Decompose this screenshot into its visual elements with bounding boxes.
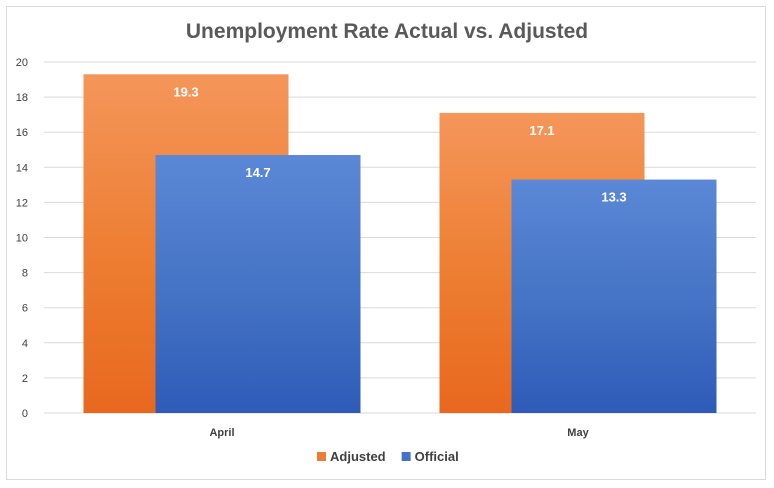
- y-tick-label: 6: [22, 303, 28, 315]
- data-label: 13.3: [601, 190, 626, 205]
- data-label: 19.3: [173, 84, 198, 99]
- legend-label: Adjusted: [330, 449, 386, 464]
- data-labels: 19.3 14.7 17.1 13.3: [173, 84, 626, 204]
- y-tick-label: 14: [16, 162, 28, 174]
- bar-official-april: [155, 155, 361, 413]
- x-axis-category-labels: April May: [209, 427, 589, 439]
- chart-title: Unemployment Rate Actual vs. Adjusted: [186, 20, 588, 43]
- legend-item-adjusted: Adjusted: [317, 449, 386, 464]
- y-tick-label: 20: [16, 57, 28, 69]
- legend-label: Official: [415, 449, 459, 464]
- y-tick-label: 4: [22, 338, 28, 350]
- legend: Adjusted Official: [317, 449, 459, 464]
- data-label: 14.7: [245, 165, 270, 180]
- legend-swatch: [401, 452, 411, 461]
- legend-swatch: [317, 452, 326, 461]
- y-tick-label: 16: [16, 127, 28, 139]
- bars: [83, 74, 717, 414]
- x-category-label: May: [567, 427, 589, 439]
- y-tick-label: 8: [22, 268, 28, 280]
- y-axis-tick-labels: 0 2 4 6 8 10 12 14 16 18 20: [16, 57, 28, 420]
- y-tick-label: 2: [22, 373, 28, 385]
- y-tick-label: 12: [16, 197, 28, 209]
- legend-item-official: Official: [401, 449, 459, 464]
- bar-official-may: [511, 179, 717, 413]
- data-label: 17.1: [529, 123, 554, 138]
- y-tick-label: 0: [22, 408, 28, 420]
- y-tick-label: 18: [16, 92, 28, 104]
- y-tick-label: 10: [16, 233, 28, 245]
- x-category-label: April: [209, 427, 234, 439]
